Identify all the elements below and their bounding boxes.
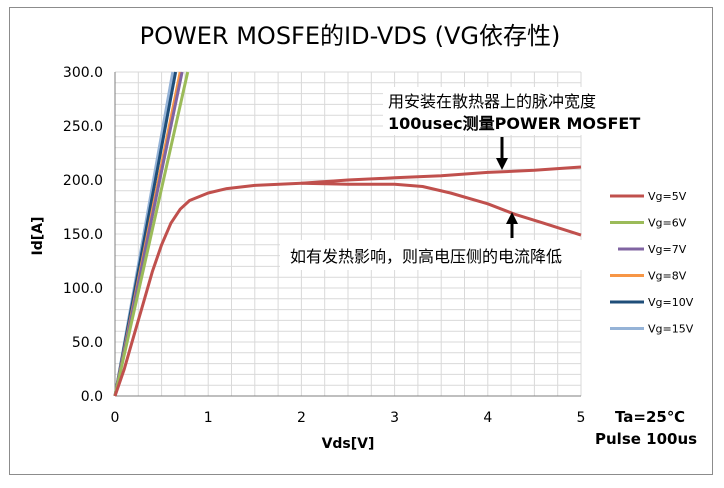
y-tick-label: 50.0 — [72, 335, 103, 351]
arrow-mid — [506, 212, 518, 238]
x-tick-label: 2 — [297, 410, 306, 426]
x-tick-label: 5 — [577, 410, 586, 426]
chart-title: POWER MOSFE的ID-VDS (VG依存性) — [140, 22, 561, 50]
series-line-vg-6v — [113, 71, 190, 397]
annotation-top-line1: 用安装在散热器上的脉冲宽度 — [388, 92, 596, 111]
y-tick-label: 150.0 — [63, 227, 103, 243]
x-tick-label: 3 — [390, 410, 399, 426]
series-line-vg-5v — [301, 181, 582, 237]
series-lines — [113, 71, 582, 397]
y-tick-label: 200.0 — [63, 173, 103, 189]
x-tick-label: 4 — [483, 410, 492, 426]
condition-temperature: Ta=25℃ — [615, 408, 685, 426]
y-tick-label: 100.0 — [63, 281, 103, 297]
legend-label: Vg=5V — [648, 190, 687, 203]
legend-label: Vg=8V — [648, 270, 687, 283]
legend-label: Vg=10V — [648, 296, 694, 309]
annotation-mid-box — [280, 240, 618, 270]
annotation-top-line2: 100usec测量POWER MOSFET — [388, 114, 640, 133]
legend-label: Vg=15V — [648, 323, 694, 336]
annotation-mid: 如有发热影响，则高电压侧的电流降低 — [290, 247, 562, 266]
chart-frame — [9, 7, 713, 475]
y-axis-title: Id[A] — [30, 217, 46, 256]
x-axis-title: Vds[V] — [322, 436, 375, 452]
y-tick-label: 0.0 — [81, 389, 103, 405]
arrow-top — [496, 137, 508, 170]
legend-label: Vg=7V — [648, 243, 687, 256]
x-tick-label: 1 — [204, 410, 213, 426]
legend-label: Vg=6V — [648, 217, 687, 230]
condition-pulse: Pulse 100us — [595, 430, 697, 448]
legend: Vg=5V Vg=6V Vg=7V Vg=8V Vg=10V Vg=15V — [610, 190, 694, 336]
annotation-top-box — [383, 87, 659, 135]
x-tick-label: 0 — [111, 410, 120, 426]
y-tick-label: 250.0 — [63, 119, 103, 135]
y-tick-label: 300.0 — [63, 65, 103, 81]
series-line-vg-5v — [113, 165, 582, 397]
